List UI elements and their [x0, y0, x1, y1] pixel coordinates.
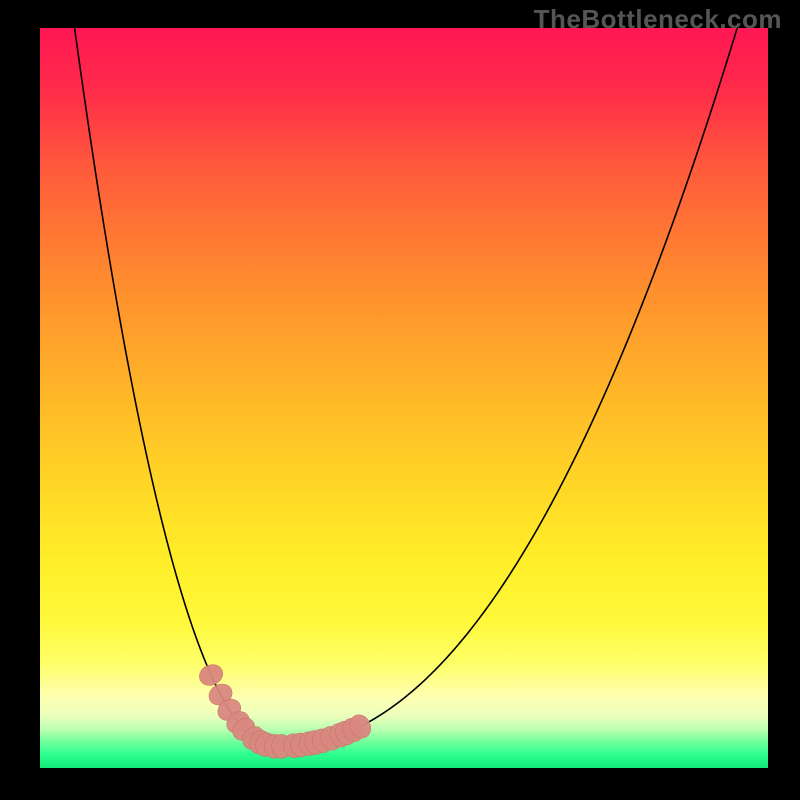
- frame-right: [768, 0, 800, 800]
- frame-bottom: [0, 768, 800, 800]
- chart-root: TheBottleneck.com: [0, 0, 800, 800]
- gradient-background: [40, 28, 768, 768]
- plot-area: [40, 28, 768, 768]
- frame-left: [0, 0, 40, 800]
- watermark-text: TheBottleneck.com: [534, 4, 782, 35]
